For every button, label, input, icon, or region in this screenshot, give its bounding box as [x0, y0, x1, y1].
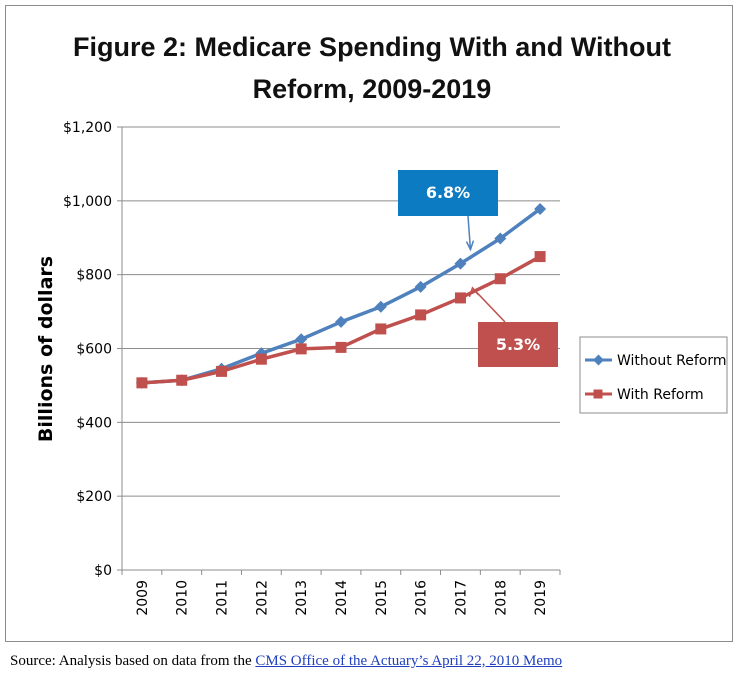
x-tick-label: 2014: [334, 580, 350, 616]
callout-text-with-reform: 5.3%: [496, 335, 540, 354]
x-tick-label: 2018: [493, 580, 509, 616]
x-tick-labels: 2009 2010 2011 2012 2013 2014 2015 2016 2017 2018…: [135, 580, 549, 616]
axes: [117, 126, 561, 575]
y-tick-label: $600: [76, 342, 112, 358]
x-tick-label: 2011: [215, 580, 231, 616]
callout-box-with-reform: [478, 322, 558, 367]
x-tick-label: 2013: [294, 580, 310, 616]
y-tick-label: $0: [94, 563, 112, 579]
x-tick-label: 2010: [175, 580, 191, 616]
series-group: [135, 202, 547, 389]
y-tick-label: $1,000: [63, 194, 112, 210]
data-point: [255, 353, 267, 365]
data-point: [335, 341, 347, 353]
y-axis-label: Billions of dollars: [35, 256, 57, 442]
callout-box-without-reform: [398, 170, 498, 216]
data-point: [176, 374, 188, 386]
chart-title-line-2: Reform, 2009-2019: [253, 74, 492, 104]
data-point: [454, 257, 467, 270]
callout-arrowhead-with-reform: [468, 286, 480, 298]
data-point: [534, 202, 547, 215]
series-with-reform: [136, 251, 546, 389]
x-tick-label: 2016: [414, 580, 430, 616]
x-tick-label: 2017: [453, 580, 469, 616]
data-point: [414, 280, 427, 293]
data-point: [374, 300, 387, 313]
legend-box: [579, 336, 728, 414]
x-tick-label: 2015: [374, 580, 390, 616]
data-point: [454, 292, 466, 304]
source-prefix: Source: Analysis based on data from the: [10, 653, 256, 669]
data-point: [375, 323, 387, 335]
x-tick-label: 2012: [254, 580, 270, 616]
legend-marker-without-reform: [593, 354, 604, 366]
callout-with-reform: 5.3%: [468, 286, 558, 367]
y-tick-label: $800: [76, 268, 112, 284]
legend-marker-with-reform: [593, 389, 603, 399]
data-point: [494, 273, 506, 285]
x-tick-label: 2009: [135, 580, 151, 616]
callout-without-reform: 6.8%: [398, 170, 498, 252]
callout-arrowhead-without-reform: [465, 240, 475, 252]
data-point: [136, 377, 148, 389]
data-point: [295, 343, 307, 355]
callout-text-without-reform: 6.8%: [426, 183, 470, 202]
x-tick-label: 2019: [533, 580, 549, 616]
legend-label-with-reform: With Reform: [617, 387, 704, 403]
callout-pointer-without-reform: [467, 215, 472, 250]
source-note: Source: Analysis based on data from the …: [10, 653, 562, 670]
y-tick-label: $200: [76, 489, 112, 505]
chart-title-line-1: Figure 2: Medicare Spending With and Wit…: [73, 32, 671, 62]
y-tick-labels: $0 $200 $400 $600 $800 $1,000 $1,200: [63, 120, 112, 579]
data-point: [335, 315, 347, 328]
legend-label-without-reform: Without Reform: [617, 353, 727, 369]
data-point: [415, 309, 427, 321]
legend: Without Reform With Reform: [579, 336, 728, 414]
gridlines: [122, 126, 560, 497]
chart-frame: [5, 5, 733, 642]
data-point: [494, 232, 507, 245]
data-point: [534, 251, 546, 263]
y-tick-label: $400: [76, 415, 112, 431]
source-link[interactable]: CMS Office of the Actuary’s April 22, 20…: [255, 653, 563, 669]
data-point: [216, 365, 228, 377]
y-tick-label: $1,200: [63, 120, 112, 136]
data-point: [295, 333, 308, 346]
